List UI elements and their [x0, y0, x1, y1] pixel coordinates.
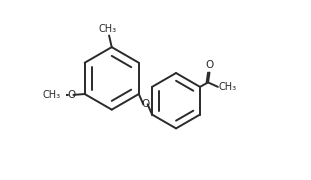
Text: O: O	[67, 90, 75, 100]
Text: O: O	[141, 99, 150, 109]
Text: CH₃: CH₃	[42, 90, 61, 100]
Text: CH₃: CH₃	[219, 82, 237, 92]
Text: O: O	[206, 60, 214, 70]
Text: CH₃: CH₃	[98, 24, 116, 34]
